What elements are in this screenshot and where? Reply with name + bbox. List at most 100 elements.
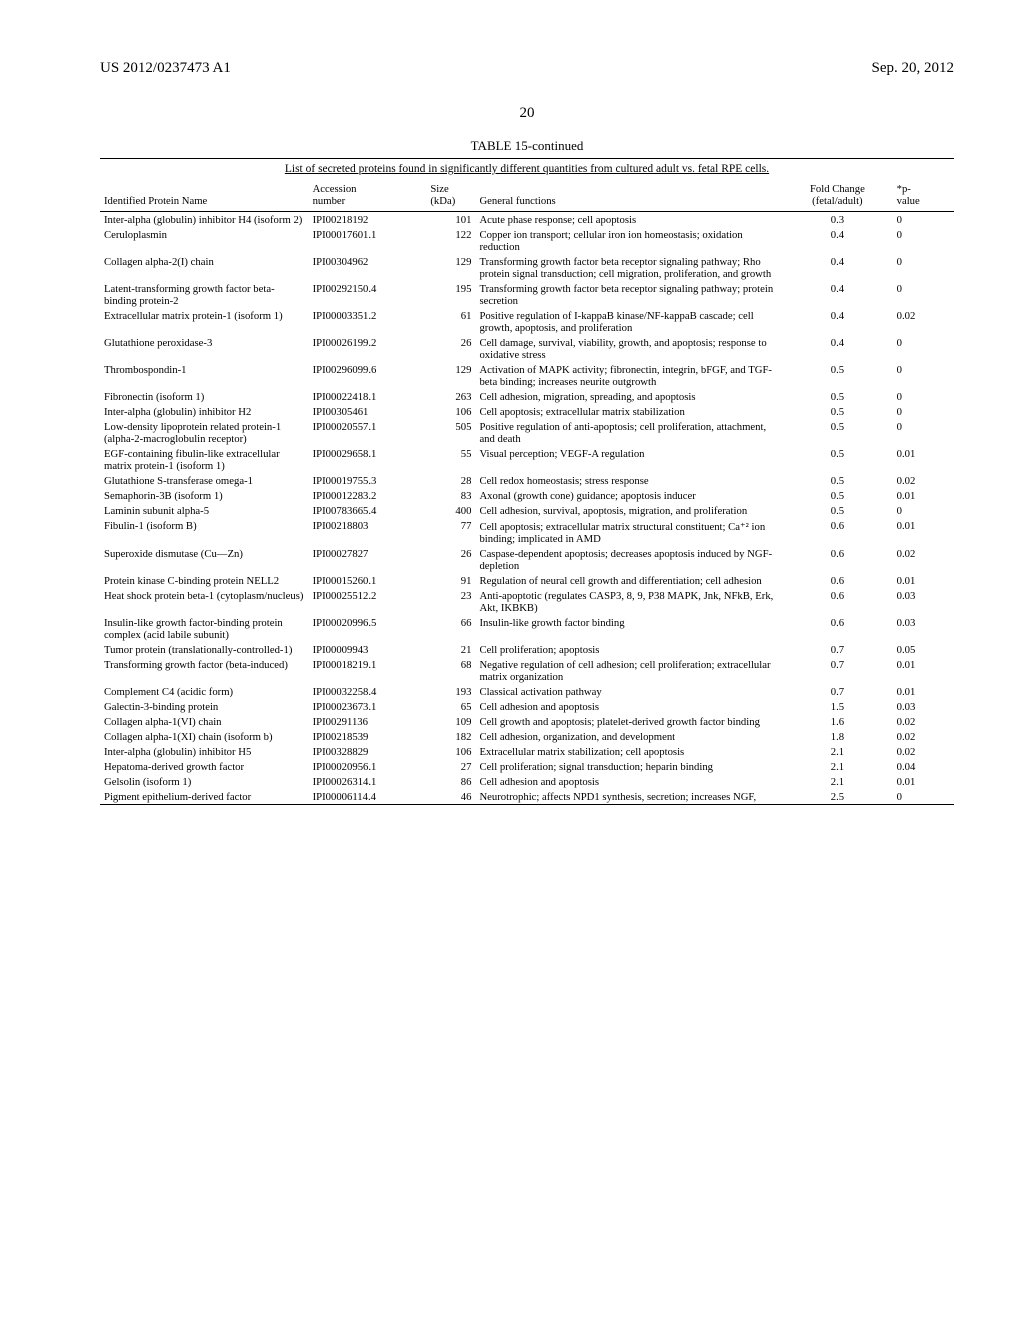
cell-pval: 0 [893,789,954,804]
cell-func: Visual perception; VEGF-A regulation [475,446,782,473]
table-row: Transforming growth factor (beta-induced… [100,657,954,684]
table-row: CeruloplasminIPI00017601.1122Copper ion … [100,227,954,254]
table-row: Laminin subunit alpha-5IPI00783665.4400C… [100,503,954,518]
table-row: Latent-transforming growth factor beta-b… [100,281,954,308]
cell-acc: IPI00009943 [309,642,427,657]
table-row: Tumor protein (translationally-controlle… [100,642,954,657]
cell-name: Collagen alpha-1(VI) chain [100,714,309,729]
cell-fold: 0.6 [782,573,892,588]
cell-size: 101 [426,212,475,228]
cell-name: Thrombospondin-1 [100,362,309,389]
table-subtitle: List of secreted proteins found in signi… [100,159,954,177]
cell-func: Cell growth and apoptosis; platelet-deri… [475,714,782,729]
cell-func: Copper ion transport; cellular iron ion … [475,227,782,254]
cell-pval: 0 [893,212,954,228]
cell-acc: IPI00032258.4 [309,684,427,699]
cell-size: 77 [426,518,475,546]
cell-size: 129 [426,254,475,281]
col-func: General functions [475,177,782,212]
cell-pval: 0.01 [893,518,954,546]
cell-name: Semaphorin-3B (isoform 1) [100,488,309,503]
cell-name: EGF-containing fibulin-like extracellula… [100,446,309,473]
cell-pval: 0.02 [893,308,954,335]
cell-size: 182 [426,729,475,744]
cell-acc: IPI00019755.3 [309,473,427,488]
cell-acc: IPI00020956.1 [309,759,427,774]
cell-acc: IPI00023673.1 [309,699,427,714]
cell-acc: IPI00006114.4 [309,789,427,804]
cell-fold: 0.5 [782,488,892,503]
cell-acc: IPI00012283.2 [309,488,427,503]
table-row: Glutathione peroxidase-3IPI00026199.226C… [100,335,954,362]
cell-name: Tumor protein (translationally-controlle… [100,642,309,657]
cell-func: Negative regulation of cell adhesion; ce… [475,657,782,684]
cell-name: Glutathione S-transferase omega-1 [100,473,309,488]
table-title: TABLE 15-continued [100,138,954,154]
cell-size: 109 [426,714,475,729]
cell-name: Protein kinase C-binding protein NELL2 [100,573,309,588]
cell-size: 23 [426,588,475,615]
cell-acc: IPI00017601.1 [309,227,427,254]
cell-pval: 0 [893,503,954,518]
cell-func: Cell damage, survival, viability, growth… [475,335,782,362]
cell-size: 263 [426,389,475,404]
cell-size: 400 [426,503,475,518]
cell-pval: 0.02 [893,714,954,729]
cell-size: 65 [426,699,475,714]
cell-acc: IPI00026199.2 [309,335,427,362]
cell-pval: 0.01 [893,446,954,473]
patent-number: US 2012/0237473 A1 [100,60,231,77]
cell-size: 83 [426,488,475,503]
cell-name: Galectin-3-binding protein [100,699,309,714]
table-row: Heat shock protein beta-1 (cytoplasm/nuc… [100,588,954,615]
cell-pval: 0.01 [893,684,954,699]
cell-fold: 1.6 [782,714,892,729]
cell-acc: IPI00328829 [309,744,427,759]
cell-name: Superoxide dismutase (Cu—Zn) [100,546,309,573]
cell-size: 66 [426,615,475,642]
cell-func: Caspase-dependent apoptosis; decreases a… [475,546,782,573]
cell-size: 68 [426,657,475,684]
cell-func: Positive regulation of I-kappaB kinase/N… [475,308,782,335]
cell-fold: 1.8 [782,729,892,744]
cell-func: Cell adhesion, survival, apoptosis, migr… [475,503,782,518]
cell-name: Transforming growth factor (beta-induced… [100,657,309,684]
table-row: Collagen alpha-1(VI) chainIPI00291136109… [100,714,954,729]
cell-func: Classical activation pathway [475,684,782,699]
cell-name: Ceruloplasmin [100,227,309,254]
cell-fold: 0.4 [782,308,892,335]
cell-pval: 0.01 [893,657,954,684]
page-number: 20 [100,105,954,122]
col-acc: Accessionnumber [309,177,427,212]
cell-fold: 0.5 [782,389,892,404]
cell-acc: IPI00218192 [309,212,427,228]
col-name: Identified Protein Name [100,177,309,212]
table-row: Protein kinase C-binding protein NELL2IP… [100,573,954,588]
cell-fold: 0.6 [782,615,892,642]
cell-size: 505 [426,419,475,446]
cell-pval: 0.02 [893,546,954,573]
cell-name: Complement C4 (acidic form) [100,684,309,699]
cell-size: 195 [426,281,475,308]
cell-pval: 0 [893,254,954,281]
cell-name: Fibulin-1 (isoform B) [100,518,309,546]
table-row: EGF-containing fibulin-like extracellula… [100,446,954,473]
cell-acc: IPI00018219.1 [309,657,427,684]
table-header-row: Identified Protein Name Accessionnumber … [100,177,954,212]
cell-name: Hepatoma-derived growth factor [100,759,309,774]
table-row: Insulin-like growth factor-binding prote… [100,615,954,642]
cell-name: Collagen alpha-1(XI) chain (isoform b) [100,729,309,744]
cell-fold: 0.5 [782,404,892,419]
cell-func: Cell proliferation; apoptosis [475,642,782,657]
cell-pval: 0 [893,281,954,308]
cell-size: 61 [426,308,475,335]
cell-name: Inter-alpha (globulin) inhibitor H4 (iso… [100,212,309,228]
cell-pval: 0 [893,389,954,404]
cell-name: Gelsolin (isoform 1) [100,774,309,789]
cell-fold: 0.4 [782,281,892,308]
cell-fold: 0.6 [782,546,892,573]
cell-acc: IPI00003351.2 [309,308,427,335]
table-row: Collagen alpha-1(XI) chain (isoform b)IP… [100,729,954,744]
cell-func: Cell adhesion and apoptosis [475,774,782,789]
data-table: List of secreted proteins found in signi… [100,158,954,805]
